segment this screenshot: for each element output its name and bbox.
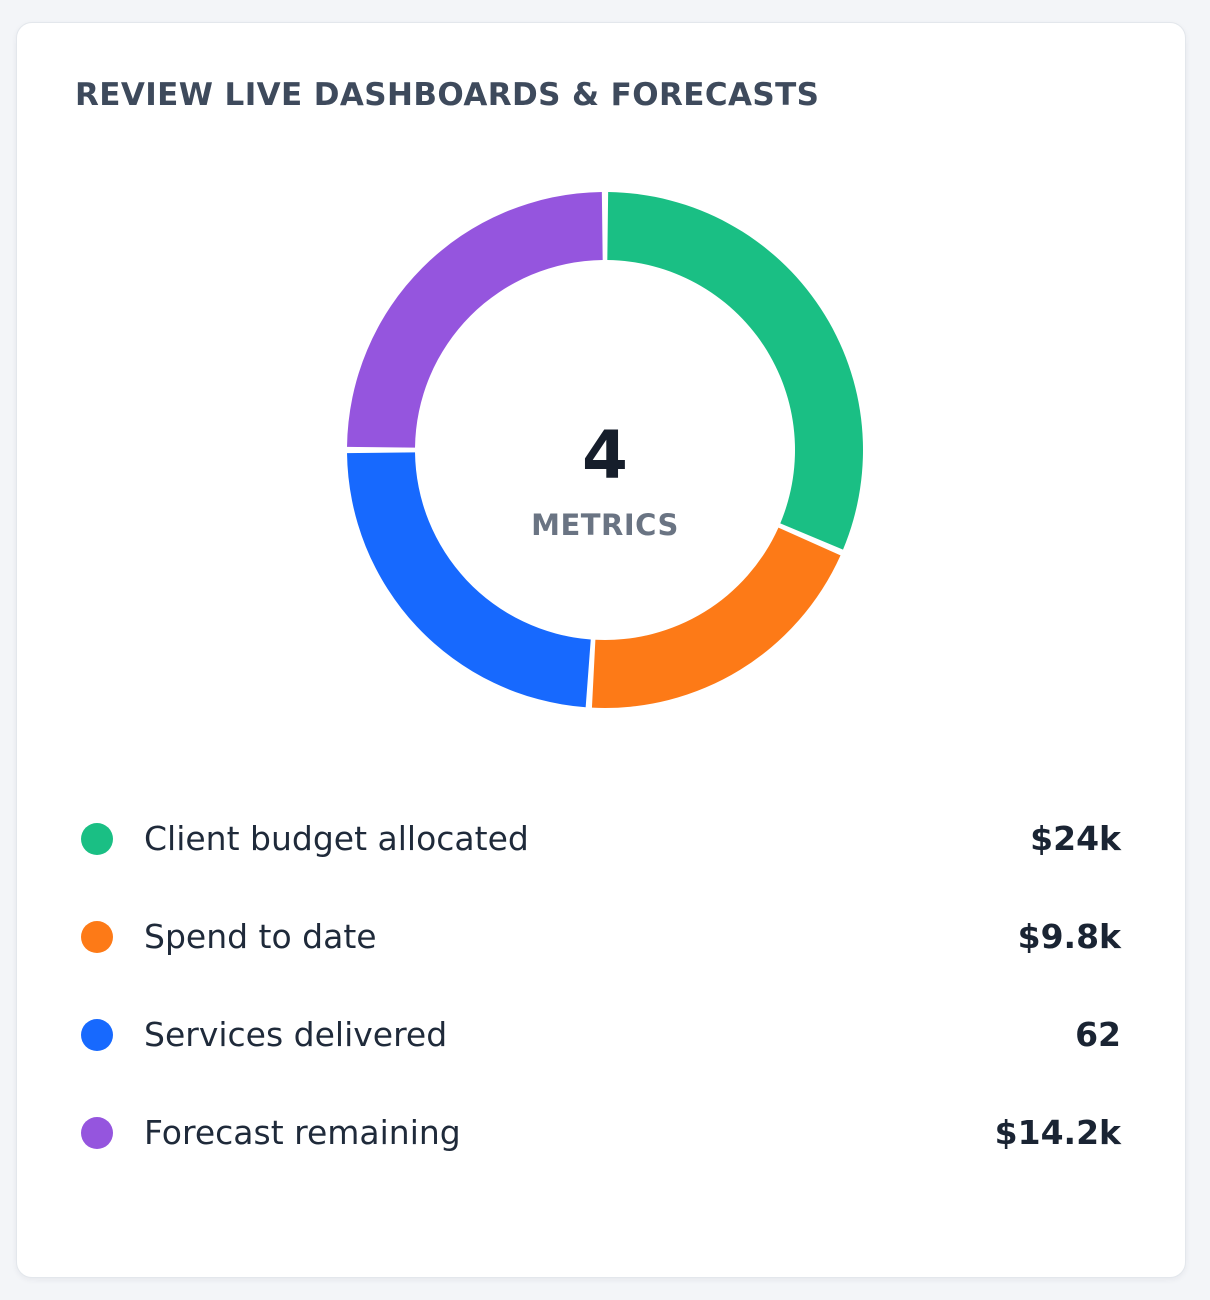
legend-dot	[81, 1117, 113, 1149]
legend-dot	[81, 1019, 113, 1051]
legend-label: Services delivered	[144, 1015, 448, 1054]
legend-item-client-budget: Client budget allocated $24k	[81, 791, 1123, 889]
donut-slice-4	[347, 192, 603, 448]
legend-value: $9.8k	[1017, 917, 1121, 956]
legend-value: $24k	[1030, 819, 1121, 858]
legend-label: Spend to date	[144, 917, 377, 956]
chart-legend: Client budget allocated $24k Spend to da…	[81, 791, 1123, 1183]
center-label: METRICS	[531, 508, 679, 542]
legend-value: $14.2k	[994, 1113, 1121, 1152]
card-title: REVIEW LIVE DASHBOARDS & FORECASTS	[75, 77, 820, 113]
legend-item-spend-to-date: Spend to date $9.8k	[81, 889, 1123, 987]
legend-dot	[81, 921, 113, 953]
legend-item-forecast-remaining: Forecast remaining $14.2k	[81, 1085, 1123, 1183]
legend-item-services-delivered: Services delivered 62	[81, 987, 1123, 1085]
donut-slice-1	[607, 192, 863, 550]
legend-dot	[81, 823, 113, 855]
dashboard-card: REVIEW LIVE DASHBOARDS & FORECASTS 4 MET…	[16, 22, 1186, 1278]
donut-slices	[347, 192, 863, 709]
donut-slice-2	[591, 527, 841, 709]
donut-chart: 4 METRICS	[347, 192, 863, 709]
donut-slice-3	[347, 452, 591, 708]
legend-label: Client budget allocated	[144, 819, 529, 858]
center-value: 4	[582, 417, 628, 494]
legend-label: Forecast remaining	[144, 1113, 461, 1152]
legend-value: 62	[1075, 1015, 1121, 1054]
